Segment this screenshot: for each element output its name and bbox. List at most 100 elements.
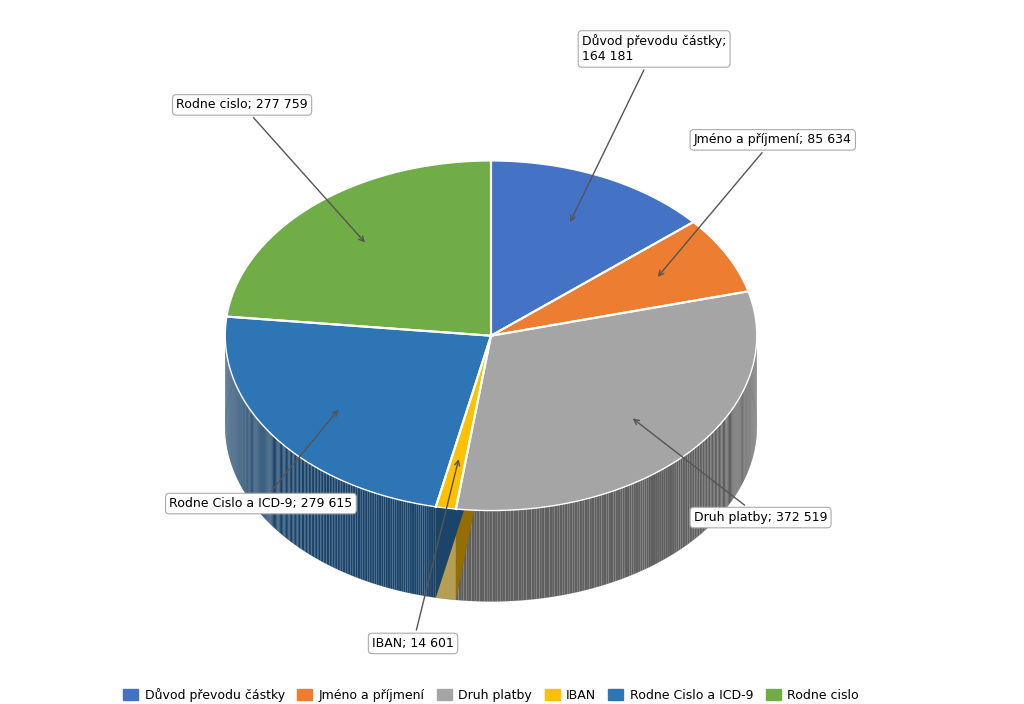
- Polygon shape: [680, 457, 682, 549]
- Polygon shape: [391, 498, 392, 589]
- Polygon shape: [524, 509, 526, 600]
- Polygon shape: [359, 487, 360, 579]
- Polygon shape: [498, 510, 501, 601]
- Polygon shape: [387, 496, 389, 588]
- Polygon shape: [302, 458, 303, 551]
- Polygon shape: [526, 509, 529, 600]
- Polygon shape: [389, 497, 391, 589]
- Polygon shape: [583, 499, 585, 591]
- Polygon shape: [428, 505, 430, 597]
- Polygon shape: [341, 480, 342, 572]
- Polygon shape: [318, 469, 321, 560]
- Polygon shape: [303, 459, 304, 551]
- Polygon shape: [630, 484, 632, 576]
- Polygon shape: [270, 434, 271, 525]
- Polygon shape: [325, 472, 327, 564]
- Polygon shape: [567, 503, 569, 594]
- Polygon shape: [642, 479, 644, 570]
- Polygon shape: [691, 449, 693, 542]
- Polygon shape: [682, 456, 684, 548]
- Polygon shape: [634, 482, 636, 574]
- Polygon shape: [537, 508, 540, 599]
- Polygon shape: [653, 473, 655, 565]
- Polygon shape: [321, 470, 322, 562]
- Polygon shape: [644, 477, 647, 570]
- Polygon shape: [426, 505, 428, 596]
- Polygon shape: [268, 432, 269, 523]
- Polygon shape: [415, 503, 417, 594]
- Polygon shape: [471, 510, 474, 601]
- Polygon shape: [314, 466, 315, 558]
- Polygon shape: [430, 506, 432, 597]
- Polygon shape: [712, 432, 714, 524]
- Polygon shape: [315, 467, 317, 559]
- Polygon shape: [669, 465, 671, 556]
- Polygon shape: [495, 510, 498, 601]
- Polygon shape: [718, 426, 719, 518]
- Polygon shape: [328, 474, 330, 565]
- Polygon shape: [657, 471, 659, 563]
- Polygon shape: [671, 463, 673, 555]
- Polygon shape: [651, 474, 653, 566]
- Polygon shape: [529, 508, 531, 600]
- Polygon shape: [531, 508, 535, 599]
- Text: Druh platby; 372 519: Druh platby; 372 519: [634, 420, 827, 524]
- Polygon shape: [398, 500, 400, 591]
- Polygon shape: [392, 498, 394, 589]
- Polygon shape: [621, 488, 623, 579]
- Polygon shape: [508, 510, 511, 601]
- Polygon shape: [688, 452, 689, 544]
- Polygon shape: [294, 453, 295, 545]
- Polygon shape: [436, 336, 492, 509]
- Polygon shape: [382, 495, 384, 586]
- Polygon shape: [606, 493, 608, 584]
- Polygon shape: [697, 444, 699, 536]
- Polygon shape: [699, 443, 701, 535]
- Polygon shape: [419, 504, 421, 595]
- Polygon shape: [355, 486, 357, 578]
- Polygon shape: [724, 418, 725, 510]
- Polygon shape: [380, 495, 382, 586]
- Polygon shape: [304, 460, 306, 552]
- Polygon shape: [267, 430, 268, 522]
- Polygon shape: [317, 468, 318, 560]
- Polygon shape: [459, 509, 461, 601]
- Polygon shape: [716, 427, 718, 520]
- Polygon shape: [649, 475, 651, 567]
- Polygon shape: [706, 437, 708, 529]
- Polygon shape: [408, 502, 410, 593]
- Polygon shape: [601, 494, 604, 586]
- Polygon shape: [333, 476, 334, 568]
- Legend: Důvod převodu částky, Jméno a příjmení, Druh platby, IBAN, Rodne Cislo a ICD-9, : Důvod převodu částky, Jméno a příjmení, …: [119, 683, 863, 704]
- Polygon shape: [666, 467, 667, 559]
- Polygon shape: [640, 479, 642, 572]
- Polygon shape: [365, 489, 366, 581]
- Polygon shape: [432, 506, 434, 598]
- Polygon shape: [511, 510, 513, 601]
- Polygon shape: [623, 486, 625, 579]
- Polygon shape: [354, 486, 355, 577]
- Polygon shape: [701, 441, 702, 534]
- Polygon shape: [599, 495, 601, 586]
- Polygon shape: [410, 502, 411, 593]
- Polygon shape: [296, 455, 298, 546]
- Polygon shape: [592, 497, 594, 589]
- Polygon shape: [298, 455, 299, 548]
- Polygon shape: [456, 509, 459, 601]
- Polygon shape: [292, 452, 294, 543]
- Polygon shape: [227, 161, 492, 336]
- Text: Rodne cislo; 277 759: Rodne cislo; 277 759: [176, 99, 364, 241]
- Text: IBAN; 14 601: IBAN; 14 601: [372, 460, 460, 650]
- Polygon shape: [334, 477, 336, 569]
- Polygon shape: [352, 485, 354, 577]
- Polygon shape: [401, 501, 403, 592]
- Polygon shape: [604, 494, 606, 585]
- Polygon shape: [627, 485, 630, 577]
- Polygon shape: [310, 464, 311, 555]
- Polygon shape: [331, 475, 333, 567]
- Polygon shape: [264, 427, 265, 519]
- Polygon shape: [545, 507, 547, 598]
- Polygon shape: [647, 477, 649, 568]
- Polygon shape: [456, 336, 492, 600]
- Polygon shape: [540, 508, 542, 598]
